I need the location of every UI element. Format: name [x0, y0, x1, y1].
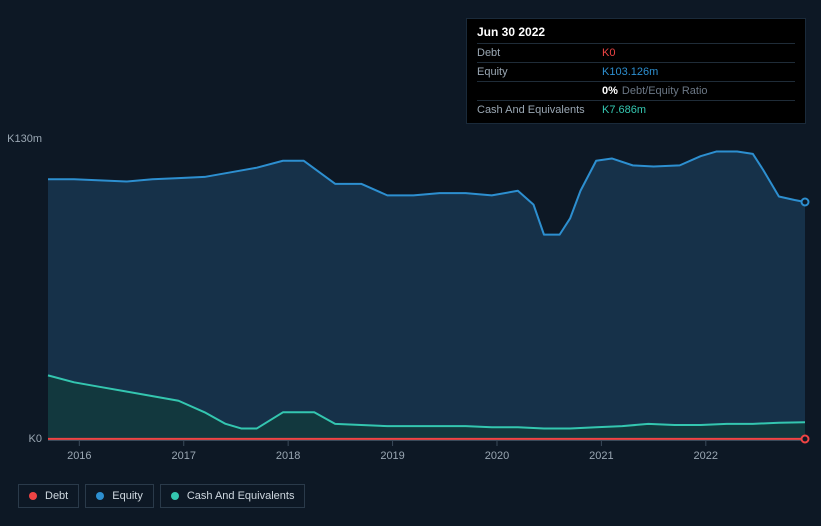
tooltip-key: Debt [477, 47, 602, 59]
cursor-marker [801, 434, 810, 443]
tooltip-key: Cash And Equivalents [477, 104, 602, 116]
tooltip-key: Equity [477, 66, 602, 78]
tooltip-value: K0 [602, 47, 615, 59]
legend-item[interactable]: Equity [85, 484, 154, 508]
tooltip: Jun 30 2022 DebtK0EquityK103.126m0%Debt/… [466, 18, 806, 124]
y-axis-label: K130m [0, 133, 42, 145]
legend-label: Equity [112, 490, 143, 502]
legend-item[interactable]: Debt [18, 484, 79, 508]
x-axis-label: 2018 [276, 450, 300, 462]
tooltip-row: EquityK103.126m [477, 62, 795, 81]
legend-dot-icon [171, 492, 179, 500]
x-axis-label: 2021 [589, 450, 613, 462]
legend-label: Cash And Equivalents [187, 490, 295, 502]
tooltip-rows: DebtK0EquityK103.126m0%Debt/Equity Ratio… [477, 43, 795, 119]
legend-dot-icon [29, 492, 37, 500]
legend: Debt Equity Cash And Equivalents [18, 484, 305, 508]
x-axis-label: 2019 [380, 450, 404, 462]
tooltip-key [477, 85, 602, 97]
y-axis-label: K0 [0, 433, 42, 445]
tooltip-value: K103.126m [602, 66, 658, 78]
legend-dot-icon [96, 492, 104, 500]
tooltip-date: Jun 30 2022 [477, 25, 795, 43]
x-axis-label: 2017 [171, 450, 195, 462]
tooltip-value: 0%Debt/Equity Ratio [602, 85, 708, 97]
chart-container: Jun 30 2022 DebtK0EquityK103.126m0%Debt/… [0, 0, 821, 526]
legend-item[interactable]: Cash And Equivalents [160, 484, 306, 508]
tooltip-row: DebtK0 [477, 43, 795, 62]
legend-label: Debt [45, 490, 68, 502]
tooltip-value: K7.686m [602, 104, 646, 116]
tooltip-row: Cash And EquivalentsK7.686m [477, 100, 795, 119]
x-axis-label: 2022 [694, 450, 718, 462]
x-axis-label: 2016 [67, 450, 91, 462]
cursor-marker [801, 198, 810, 207]
tooltip-row: 0%Debt/Equity Ratio [477, 81, 795, 100]
x-axis-label: 2020 [485, 450, 509, 462]
